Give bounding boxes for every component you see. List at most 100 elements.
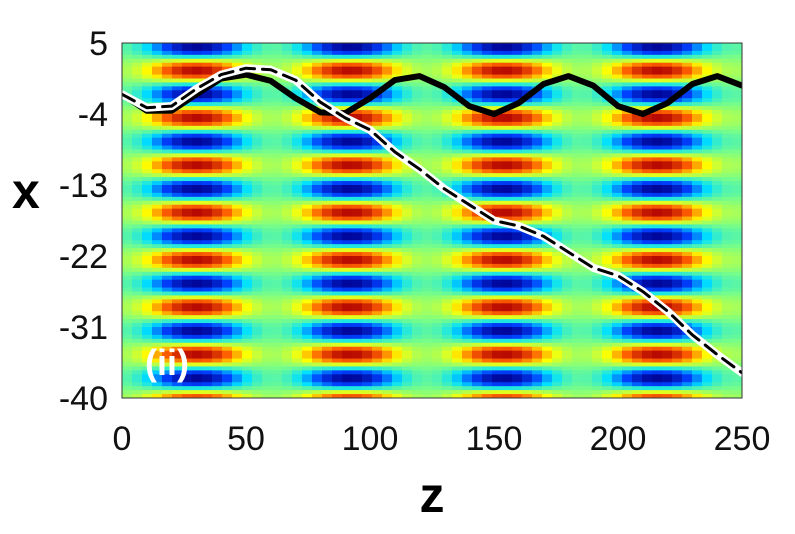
heatmap-cell [202,145,213,151]
heatmap-cell [732,283,742,289]
heatmap-cell [732,279,742,285]
heatmap-cell [492,74,503,80]
heatmap-cell [502,212,513,218]
heatmap-cell [382,54,393,60]
heatmap-cell [642,228,653,233]
heatmap-cell [622,98,633,103]
heatmap-cell [662,161,673,166]
heatmap-cell [602,342,613,348]
heatmap-cell [132,259,143,265]
heatmap-cell [722,338,733,344]
heatmap-cell [302,161,313,166]
heatmap-cell [322,307,333,312]
heatmap-cell [172,161,183,166]
heatmap-cell [142,133,153,139]
heatmap-cell [452,327,463,332]
heatmap-cell [702,279,713,285]
heatmap-cell [432,220,443,226]
heatmap-cell [602,200,613,206]
heatmap-cell [732,263,742,269]
heatmap-cell [382,354,393,360]
heatmap-cell [482,342,493,348]
heatmap-cell [362,66,373,72]
heatmap-cell [372,169,383,174]
heatmap-cell [282,192,293,198]
heatmap-cell [702,350,713,356]
heatmap-cell [402,248,413,253]
heatmap-cell [292,54,303,60]
heatmap-cell [182,114,193,119]
heatmap-cell [412,327,423,332]
heatmap-cell [602,212,613,218]
heatmap-cell [502,263,513,269]
heatmap-cell [272,192,283,198]
heatmap-cell [582,177,593,182]
heatmap-cell [462,224,473,229]
heatmap-cell [552,114,563,119]
heatmap-cell [442,196,453,202]
heatmap-cell [342,204,353,210]
heatmap-cell [502,334,513,340]
heatmap-cell [502,70,513,76]
heatmap-cell [422,137,433,143]
heatmap-cell [712,161,723,166]
heatmap-cell [682,248,693,253]
heatmap-cell [322,54,333,60]
heatmap-cell [332,295,343,300]
heatmap-cell [622,102,633,107]
heatmap-cell [672,334,683,340]
heatmap-cell [262,177,273,182]
heatmap-cell [312,220,323,226]
heatmap-cell [522,181,533,186]
heatmap-cell [532,185,543,190]
heatmap-cell [582,161,593,166]
heatmap-cell [142,82,153,87]
heatmap-cell [362,212,373,218]
heatmap-cell [602,181,613,186]
heatmap-cell [452,62,463,68]
heatmap-cell [142,275,153,281]
heatmap-cell [642,342,653,348]
heatmap-cell [262,102,273,107]
heatmap-cell [222,299,233,304]
heatmap-cell [422,303,433,308]
heatmap-cell [622,133,633,139]
heatmap-cell [722,256,733,261]
heatmap-cell [722,133,733,139]
heatmap-cell [202,125,213,131]
heatmap-cell [692,188,703,194]
heatmap-cell [302,121,313,127]
heatmap-cell [592,259,603,265]
heatmap-cell [542,334,553,340]
heatmap-cell [372,153,383,158]
heatmap-cell [692,145,703,151]
heatmap-cell [682,98,693,103]
heatmap-cell [572,153,583,158]
heatmap-cell [622,256,633,261]
heatmap-cell [182,240,193,245]
heatmap-cell [672,98,683,103]
heatmap-cell [432,240,443,245]
heatmap-cell [192,98,203,103]
heatmap-cell [392,311,403,316]
heatmap-cell [212,161,223,166]
heatmap-cell [462,125,473,131]
heatmap-cell [152,188,163,194]
heatmap-cell [162,220,173,226]
heatmap-cell [352,153,363,158]
heatmap-cell [292,236,303,241]
heatmap-cell [352,157,363,162]
heatmap-cell [172,299,183,304]
heatmap-cell [682,54,693,60]
heatmap-cell [392,271,403,277]
heatmap-cell [692,106,703,111]
heatmap-cell [422,70,433,76]
heatmap-cell [602,295,613,300]
heatmap-cell [302,177,313,182]
heatmap-cell [522,319,533,324]
heatmap-cell [532,275,543,281]
heatmap-cell [162,58,173,64]
heatmap-cell [582,204,593,210]
heatmap-cell [632,165,643,170]
heatmap-cell [702,137,713,143]
